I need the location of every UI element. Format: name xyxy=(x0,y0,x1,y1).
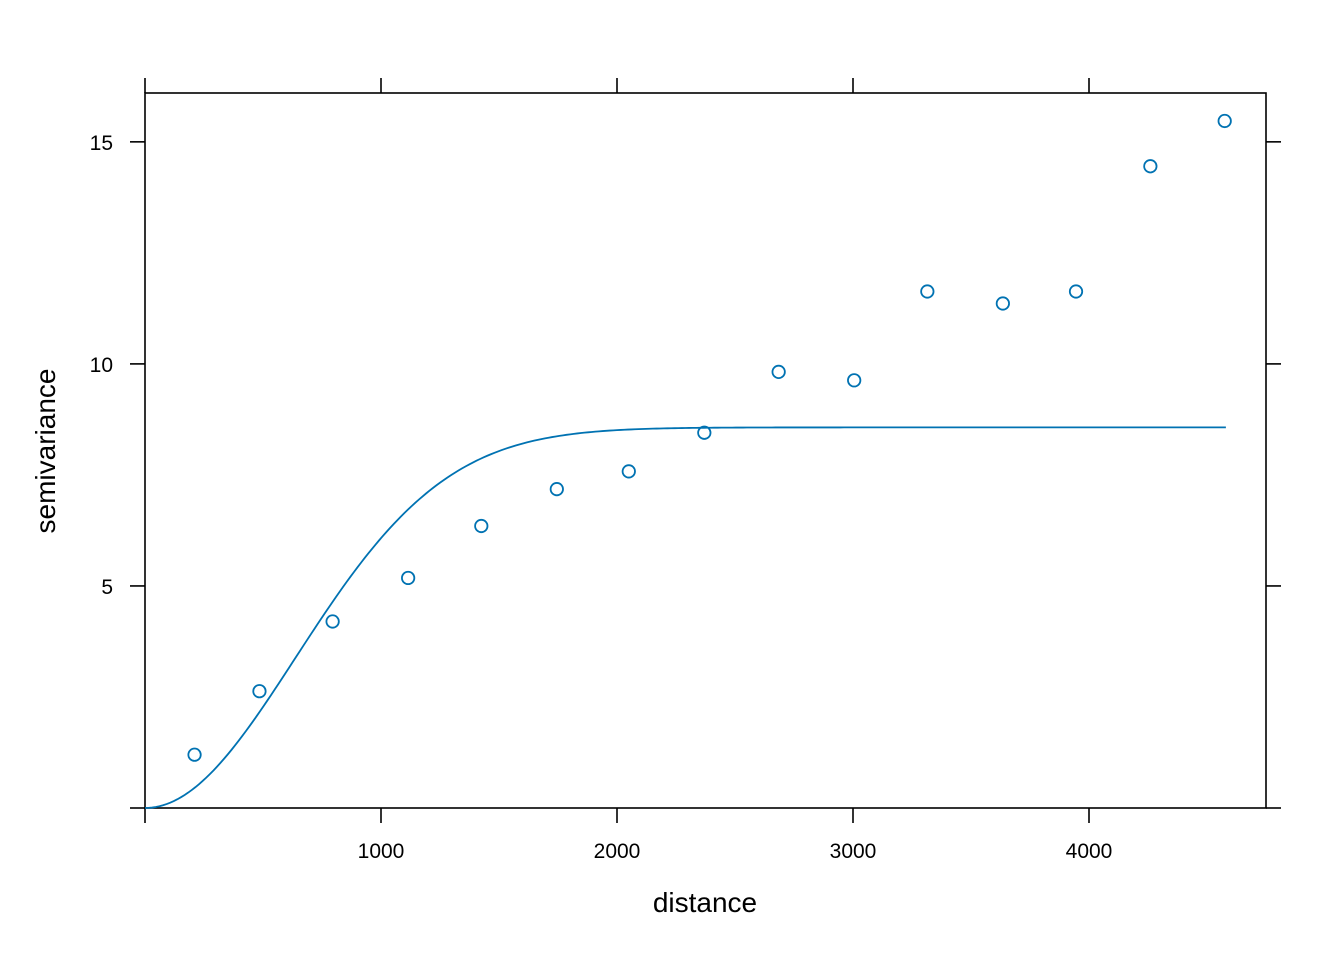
data-point-6 xyxy=(549,482,564,497)
data-point-13 xyxy=(1068,284,1084,299)
data-point-5 xyxy=(474,518,489,534)
data-point-3 xyxy=(325,614,340,629)
data-point-10 xyxy=(847,373,862,388)
x-tick-label-2000: 2000 xyxy=(594,840,641,863)
data-point-1 xyxy=(187,747,202,762)
y-tick-label-10: 10 xyxy=(90,354,113,377)
x-tick-labels: 1000 2000 3000 4000 xyxy=(358,840,1113,863)
data-point-2 xyxy=(252,684,267,699)
data-point-15 xyxy=(1217,113,1232,129)
data-point-4 xyxy=(401,570,416,586)
y-tick-label-15: 15 xyxy=(90,132,113,155)
x-axis-ticks-top xyxy=(144,78,1090,93)
data-point-11 xyxy=(920,284,935,299)
y-axis-ticks-left xyxy=(130,141,145,809)
data-point-12 xyxy=(995,296,1010,311)
data-point-14 xyxy=(1143,159,1158,174)
data-point-7 xyxy=(621,464,636,479)
y-axis-ticks-right xyxy=(1266,141,1281,809)
variogram-model-curve xyxy=(144,426,1226,809)
plot-frame xyxy=(144,92,1267,809)
y-tick-label-5: 5 xyxy=(101,576,113,599)
data-point-8 xyxy=(697,425,712,440)
x-axis-ticks-bottom xyxy=(144,808,1090,823)
x-axis-title: distance xyxy=(653,887,757,918)
x-tick-label-1000: 1000 xyxy=(358,840,405,863)
y-tick-labels: 5 10 15 xyxy=(90,132,113,599)
y-axis-title: semivariance xyxy=(30,369,61,534)
data-point-9 xyxy=(771,364,786,379)
x-tick-label-3000: 3000 xyxy=(830,840,877,863)
x-tick-label-4000: 4000 xyxy=(1066,840,1113,863)
sample-variogram-points xyxy=(187,113,1232,762)
